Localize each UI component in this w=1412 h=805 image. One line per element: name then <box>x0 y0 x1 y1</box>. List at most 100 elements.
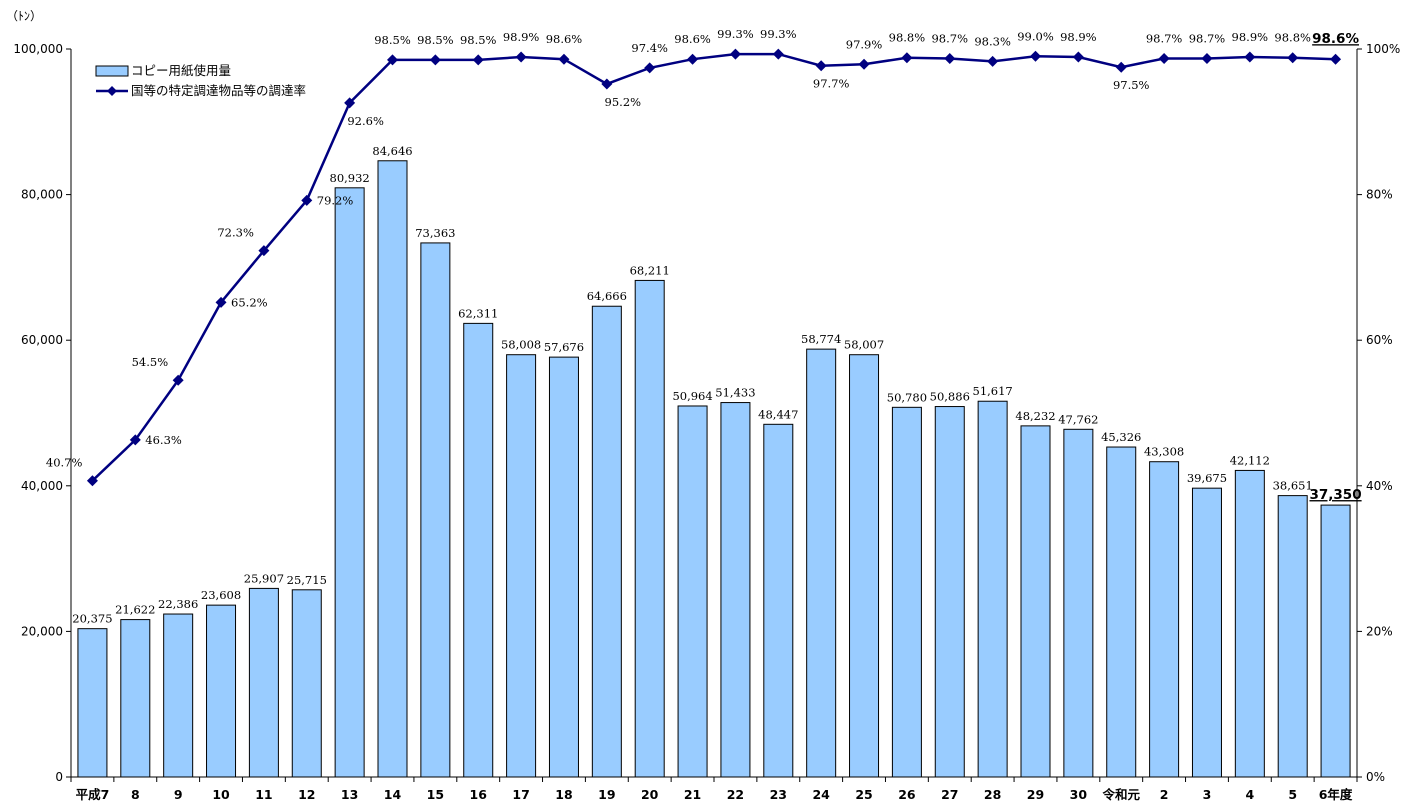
rate-value-label: 99.3% <box>717 27 754 41</box>
bar <box>678 406 707 777</box>
rate-point <box>773 49 784 60</box>
rate-value-label: 98.3% <box>974 34 1011 48</box>
category-label: 3 <box>1203 787 1212 802</box>
category-label: 19 <box>598 787 615 802</box>
bar-value-label: 38,651 <box>1273 479 1313 493</box>
legend-line-marker <box>107 86 117 96</box>
rate-value-label: 97.4% <box>631 41 668 55</box>
category-label: 27 <box>941 787 958 802</box>
category-label: 13 <box>341 787 358 802</box>
bar <box>1192 488 1221 777</box>
bar-value-label: 48,447 <box>758 407 798 421</box>
legend-bar-swatch <box>96 66 128 76</box>
rate-point <box>1159 53 1170 64</box>
bar-value-label: 51,433 <box>715 386 755 400</box>
y-left-tick-label: 60,000 <box>21 333 63 347</box>
line-series <box>87 49 1341 487</box>
category-label: 20 <box>641 787 659 802</box>
rate-point <box>1201 53 1212 64</box>
bar-value-label: 21,622 <box>115 603 155 617</box>
category-label: 23 <box>770 787 787 802</box>
rate-value-label: 98.9% <box>503 30 540 44</box>
rate-point <box>987 56 998 67</box>
bar-value-label: 50,886 <box>930 390 970 404</box>
bar-value-label: 22,386 <box>158 597 198 611</box>
y-right-tick-label: 40% <box>1366 479 1393 493</box>
category-label: 21 <box>684 787 701 802</box>
rate-value-label: 98.7% <box>1146 31 1183 45</box>
bar-value-label: 73,363 <box>415 226 455 240</box>
rate-value-label: 95.2% <box>605 95 642 109</box>
rate-point <box>516 52 527 63</box>
category-label: 18 <box>555 787 572 802</box>
rate-value-label: 98.5% <box>417 33 454 47</box>
category-label: 24 <box>812 787 830 802</box>
y-left-tick-label: 40,000 <box>21 479 63 493</box>
bar <box>935 407 964 777</box>
bar-value-label: 68,211 <box>630 263 670 277</box>
bar <box>207 605 236 777</box>
bar-value-label: 42,112 <box>1230 453 1270 467</box>
bar-value-label: 51,617 <box>973 384 1013 398</box>
rate-value-label: 97.5% <box>1113 78 1150 92</box>
rate-value-label: 98.8% <box>889 31 926 45</box>
rate-point <box>816 60 827 71</box>
y-left-tick-label: 100,000 <box>13 42 63 56</box>
bar <box>1321 505 1350 777</box>
y-right-tick-label: 20% <box>1366 624 1393 638</box>
bar-value-label: 57,676 <box>544 340 584 354</box>
category-label: 12 <box>298 787 315 802</box>
legend-line-label: 国等の特定調達物品等の調達率 <box>131 83 306 98</box>
bar <box>335 188 364 777</box>
bar-value-label: 43,308 <box>1144 445 1184 459</box>
rate-value-label: 79.2% <box>317 193 354 207</box>
bar <box>807 349 836 777</box>
rate-value-label: 97.7% <box>813 77 850 91</box>
bar <box>464 323 493 777</box>
category-labels: 平成7 8 9 10 11 12 13 14 15 16 17 18 19 20 21 22 23 24 25 26 2… <box>76 787 1353 802</box>
category-label: 4 <box>1245 787 1254 802</box>
bar-value-label: 20,375 <box>72 612 112 626</box>
rate-value-label: 98.9% <box>1060 30 1097 44</box>
rate-value-label: 54.5% <box>132 355 169 369</box>
category-label: 5 <box>1288 787 1297 802</box>
bar <box>292 590 321 777</box>
bar <box>249 588 278 777</box>
rate-value-label: 98.9% <box>1232 30 1269 44</box>
y-right-tick-label: 100% <box>1366 42 1400 56</box>
bar <box>378 161 407 777</box>
rate-value-label: 46.3% <box>145 433 182 447</box>
bar <box>1107 447 1136 777</box>
category-label: 26 <box>898 787 916 802</box>
bar-value-label: 50,964 <box>672 389 712 403</box>
category-label: 16 <box>470 787 488 802</box>
rate-point <box>1116 62 1127 73</box>
bar-value-label: 58,007 <box>844 338 884 352</box>
bar <box>1278 496 1307 777</box>
category-label: 2 <box>1160 787 1169 802</box>
bar-value-label: 45,326 <box>1101 430 1141 444</box>
category-label: 30 <box>1070 787 1088 802</box>
y-left-tick-label: 80,000 <box>21 188 63 202</box>
bar-value-label: 39,675 <box>1187 471 1227 485</box>
rate-point <box>944 53 955 64</box>
rate-point <box>1244 52 1255 63</box>
rate-point <box>430 54 441 65</box>
rate-point <box>901 52 912 63</box>
category-label: 14 <box>384 787 402 802</box>
rate-value-label: 98.6% <box>546 32 583 46</box>
rate-point <box>601 78 612 89</box>
bar <box>78 629 107 777</box>
bar <box>1064 429 1093 777</box>
rate-value-label: 72.3% <box>217 226 254 240</box>
rate-line <box>92 54 1335 481</box>
bar <box>121 620 150 777</box>
category-label: 平成7 <box>76 787 110 802</box>
y-left-tick-label: 20,000 <box>21 624 63 638</box>
y-right-tick-label: 0% <box>1366 770 1385 784</box>
rate-value-label: 99.0% <box>1017 29 1054 43</box>
rate-point <box>1030 51 1041 62</box>
bar-value-label: 25,907 <box>244 571 284 585</box>
bar <box>164 614 193 777</box>
